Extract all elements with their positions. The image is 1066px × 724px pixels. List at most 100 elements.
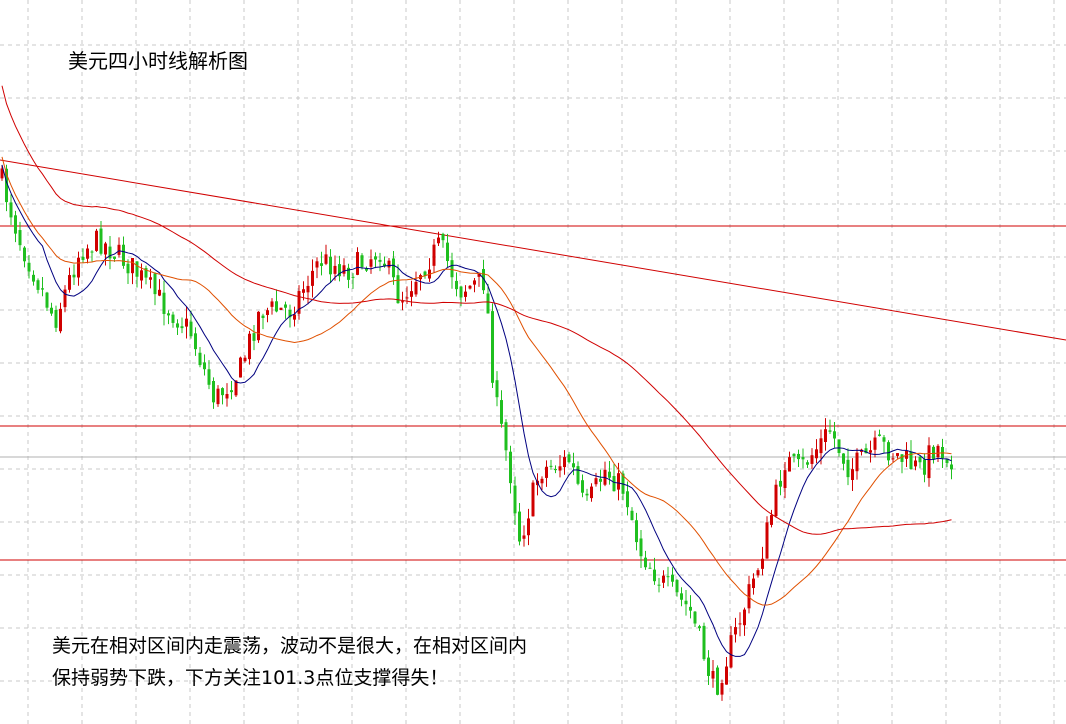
candle-body: [252, 333, 256, 341]
candle-body: [104, 243, 107, 255]
candle-body: [770, 515, 773, 525]
candle-body: [9, 202, 13, 218]
candle-body: [311, 270, 314, 286]
candle-body: [792, 453, 796, 457]
candle-body: [842, 453, 845, 464]
candle-body: [185, 318, 188, 327]
candle-body: [738, 623, 742, 625]
candle-body: [612, 476, 616, 492]
candle-body: [554, 468, 557, 471]
candle-body: [468, 285, 472, 289]
candle-body: [302, 289, 305, 293]
candle-body: [248, 333, 251, 360]
candle-body: [297, 291, 301, 314]
candle-body: [86, 248, 89, 259]
candle-body: [446, 242, 449, 262]
candle-body: [585, 493, 589, 496]
candle-body: [387, 260, 391, 268]
candle-body: [869, 450, 872, 453]
candle-body: [657, 584, 661, 586]
candle-body: [599, 478, 602, 482]
candle-body: [932, 446, 935, 459]
candles: [0, 164, 953, 701]
trend-line: [0, 159, 1066, 341]
candle-body: [401, 301, 404, 303]
candle-body: [455, 280, 458, 290]
candle-body: [680, 593, 683, 600]
candle-body: [347, 267, 350, 280]
candle-body: [752, 578, 755, 589]
candle-body: [45, 292, 49, 308]
candle-body: [243, 357, 247, 362]
candle-body: [531, 482, 535, 517]
candle-body: [945, 458, 949, 464]
candle-body: [167, 313, 170, 316]
candle-body: [639, 538, 643, 557]
candle-body: [266, 310, 269, 315]
candle-body: [459, 286, 463, 298]
candle-body: [36, 280, 40, 290]
candle-body: [293, 314, 296, 320]
candle-body: [486, 293, 490, 314]
candle-body: [896, 453, 899, 456]
candle-body: [756, 570, 760, 576]
candle-body: [590, 486, 593, 499]
candle-body: [176, 323, 179, 328]
candle-body: [374, 256, 377, 260]
candle-body: [315, 261, 319, 268]
candle-body: [113, 256, 116, 259]
candle-body: [365, 268, 368, 271]
candle-body: [581, 480, 584, 493]
candle-body: [306, 285, 310, 293]
candle-body: [761, 558, 764, 569]
candle-body: [815, 449, 818, 459]
candle-body: [689, 606, 692, 611]
candle-body: [779, 480, 782, 487]
candle-body: [351, 276, 355, 278]
candle-body: [549, 465, 553, 467]
candle-body: [617, 473, 620, 490]
candle-body: [653, 569, 656, 582]
candle-body: [171, 314, 175, 323]
candle-body: [563, 457, 566, 468]
candle-body: [675, 580, 679, 593]
candle-body: [464, 291, 467, 297]
candle-body: [396, 275, 400, 304]
candle-body: [693, 611, 697, 624]
candle-body: [288, 309, 292, 318]
candle-body: [279, 307, 283, 310]
candle-body: [5, 168, 8, 203]
candle-body: [18, 230, 22, 246]
candle-body: [324, 254, 328, 264]
candle-body: [329, 256, 332, 275]
candle-body: [257, 311, 260, 341]
candle-body: [837, 439, 841, 453]
candle-body: [797, 453, 800, 460]
candle-body: [644, 557, 647, 568]
candle-body: [936, 445, 940, 458]
candle-body: [774, 484, 778, 517]
candle-body: [189, 321, 193, 337]
candle-body: [495, 380, 499, 398]
moving-averages: [1, 85, 952, 657]
candle-body: [864, 448, 868, 454]
candle-body: [707, 657, 710, 676]
candle-body: [671, 574, 674, 582]
candle-body: [927, 445, 931, 479]
candle-body: [131, 257, 134, 274]
candle-body: [135, 261, 139, 277]
candle-body: [239, 357, 242, 378]
candle-body: [482, 269, 485, 291]
candle-body: [666, 576, 670, 578]
candle-body: [149, 277, 152, 280]
candle-body: [540, 478, 544, 484]
candle-body: [851, 469, 854, 480]
candle-body: [846, 459, 850, 478]
candle-body: [414, 281, 418, 295]
candle-body: [54, 310, 58, 328]
candle-body: [59, 308, 62, 332]
candle-body: [887, 442, 890, 461]
candle-body: [513, 485, 517, 514]
candle-body: [221, 388, 224, 396]
